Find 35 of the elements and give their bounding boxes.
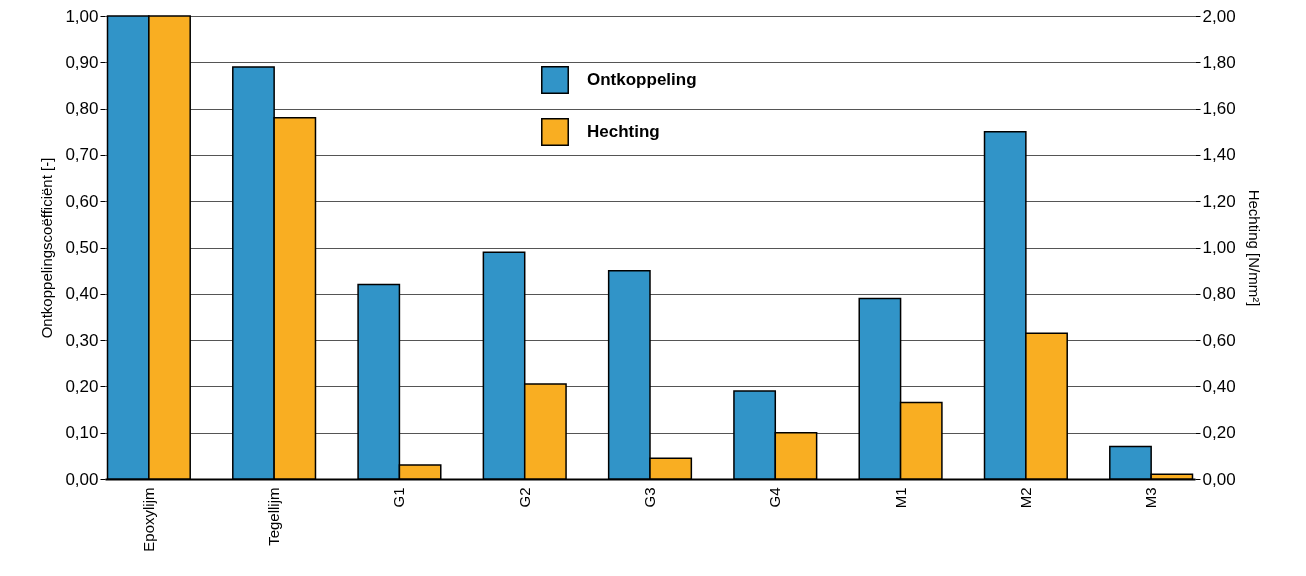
x-tick-label: M1	[891, 487, 909, 509]
x-tick-label: Tegellijm	[265, 487, 283, 546]
y-tick-label: 0,30	[65, 330, 99, 350]
y2-tick-label: 1,00	[1202, 238, 1236, 257]
y-tick-label: 0,60	[65, 191, 99, 211]
y2-tick-label: 0,60	[1202, 330, 1236, 350]
y-tick-label: 1,00	[65, 6, 99, 26]
y-tick-label: 0,00	[65, 469, 99, 489]
legend-label: Hechting	[587, 122, 660, 141]
y2-tick-label: 1,80	[1202, 52, 1236, 72]
y-tick-label: 0,80	[65, 99, 99, 119]
y-tick-label: 0,40	[65, 284, 99, 304]
x-tick-label: M3	[1142, 487, 1160, 509]
y-tick-label: 0,50	[65, 238, 99, 257]
y2-tick-label: 1,20	[1202, 191, 1236, 211]
y2-tick-label: 1,40	[1202, 145, 1236, 165]
x-tick-label: G2	[515, 487, 533, 508]
x-tick-label: G4	[766, 487, 784, 508]
y-axis-title: Ontkoppelingscoëfficiënt [-]	[38, 157, 56, 339]
y-tick-label: 0,10	[65, 423, 99, 443]
y2-tick-label: 0,40	[1202, 376, 1236, 396]
y2-axis-title: Hechting [N/mm²]	[1245, 189, 1263, 307]
y2-tick-label: 0,00	[1202, 469, 1236, 489]
y-tick-label: 0,20	[65, 376, 99, 396]
y2-tick-label: 1,60	[1202, 99, 1236, 119]
x-tick-label: G3	[641, 487, 658, 508]
x-tick-label: M2	[1016, 487, 1034, 509]
y2-tick-label: 2,00	[1202, 6, 1236, 26]
y-tick-label: 0,70	[65, 145, 99, 165]
legend-label: Ontkoppeling	[587, 70, 697, 89]
y-tick-label: 0,90	[65, 52, 99, 72]
y2-tick-label: 0,80	[1202, 284, 1236, 304]
x-tick-label: Epoxylijm	[139, 487, 157, 552]
y2-tick-label: 0,20	[1202, 423, 1236, 443]
x-tick-label: G1	[390, 487, 408, 508]
